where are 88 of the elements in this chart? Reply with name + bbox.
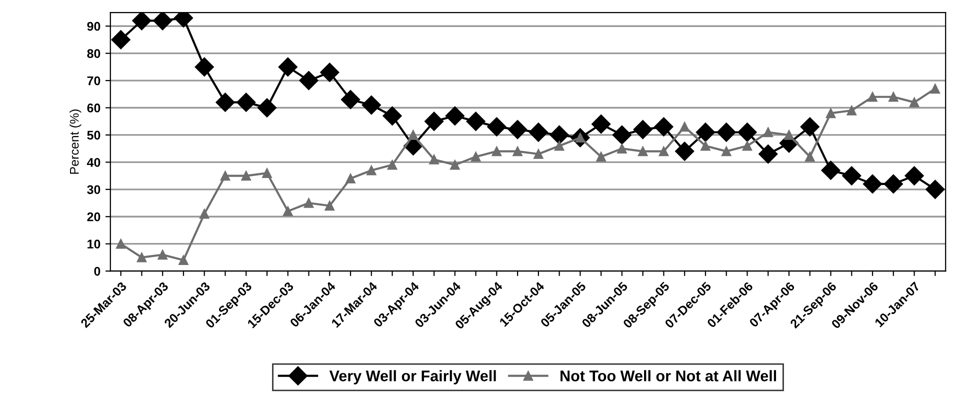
point <box>492 146 502 156</box>
point <box>283 206 293 216</box>
y-tick-label: 30 <box>87 185 100 194</box>
point <box>194 57 214 76</box>
point <box>362 96 381 115</box>
point <box>763 127 773 138</box>
point <box>178 255 188 266</box>
point <box>612 125 632 145</box>
point <box>884 174 903 194</box>
point <box>111 30 130 50</box>
point <box>842 166 862 186</box>
point <box>633 120 652 140</box>
point <box>466 112 486 131</box>
y-tick-label: 0 <box>94 266 100 276</box>
point <box>805 152 815 162</box>
point <box>658 146 669 156</box>
point <box>826 108 836 118</box>
point <box>592 114 611 134</box>
point <box>722 146 732 156</box>
y-tick-label: 10 <box>88 240 100 248</box>
y-tick-label: 70 <box>87 76 100 86</box>
point <box>700 141 710 151</box>
y-tick-label: 90 <box>87 22 100 31</box>
point <box>742 141 752 151</box>
point <box>654 117 674 136</box>
point <box>429 154 439 164</box>
point <box>216 92 235 112</box>
point <box>758 144 778 164</box>
point <box>821 160 840 180</box>
y-tick-label: 40 <box>86 158 100 167</box>
point <box>116 238 126 249</box>
point <box>132 12 152 30</box>
point <box>508 120 528 140</box>
point <box>387 160 398 170</box>
point <box>262 168 272 178</box>
point <box>324 200 334 211</box>
point <box>366 165 376 176</box>
point <box>784 130 794 140</box>
point <box>738 122 757 142</box>
point <box>800 117 820 136</box>
point <box>554 141 564 151</box>
point <box>158 250 168 260</box>
point <box>257 98 277 118</box>
point <box>888 92 898 102</box>
point <box>278 57 298 76</box>
point <box>638 146 648 156</box>
point <box>696 122 716 142</box>
legend-label: Not Too Well or Not at All Well <box>560 370 776 382</box>
point <box>904 166 924 186</box>
point <box>617 144 627 154</box>
y-tick-label: 20 <box>87 212 100 222</box>
point <box>382 106 402 126</box>
point <box>346 174 356 184</box>
point <box>930 84 940 94</box>
point <box>450 160 460 170</box>
point <box>862 174 882 194</box>
y-tick-label: 50 <box>87 130 100 140</box>
point <box>304 198 314 208</box>
point <box>136 252 147 262</box>
point <box>236 92 256 112</box>
point <box>487 117 506 136</box>
point <box>320 62 340 82</box>
point <box>340 90 360 110</box>
point <box>868 92 878 102</box>
point <box>445 106 464 126</box>
point <box>550 125 569 145</box>
point <box>926 180 945 199</box>
y-axis-title: Percent (%) <box>70 110 82 174</box>
point <box>675 142 694 161</box>
y-tick-label: 80 <box>87 49 100 58</box>
point <box>470 152 481 162</box>
point <box>846 106 856 116</box>
point <box>596 152 606 162</box>
point <box>716 122 736 142</box>
point <box>200 209 210 219</box>
point <box>299 71 318 90</box>
point <box>153 12 172 30</box>
point <box>512 146 522 156</box>
point <box>424 112 444 131</box>
point <box>534 149 544 159</box>
point <box>241 170 251 181</box>
point <box>528 122 548 142</box>
point <box>680 122 690 132</box>
point <box>909 97 920 108</box>
y-tick-label: 60 <box>87 104 100 112</box>
point <box>220 170 230 181</box>
point <box>408 130 418 140</box>
legend-label: Very Well or Fairly Well <box>329 370 496 384</box>
